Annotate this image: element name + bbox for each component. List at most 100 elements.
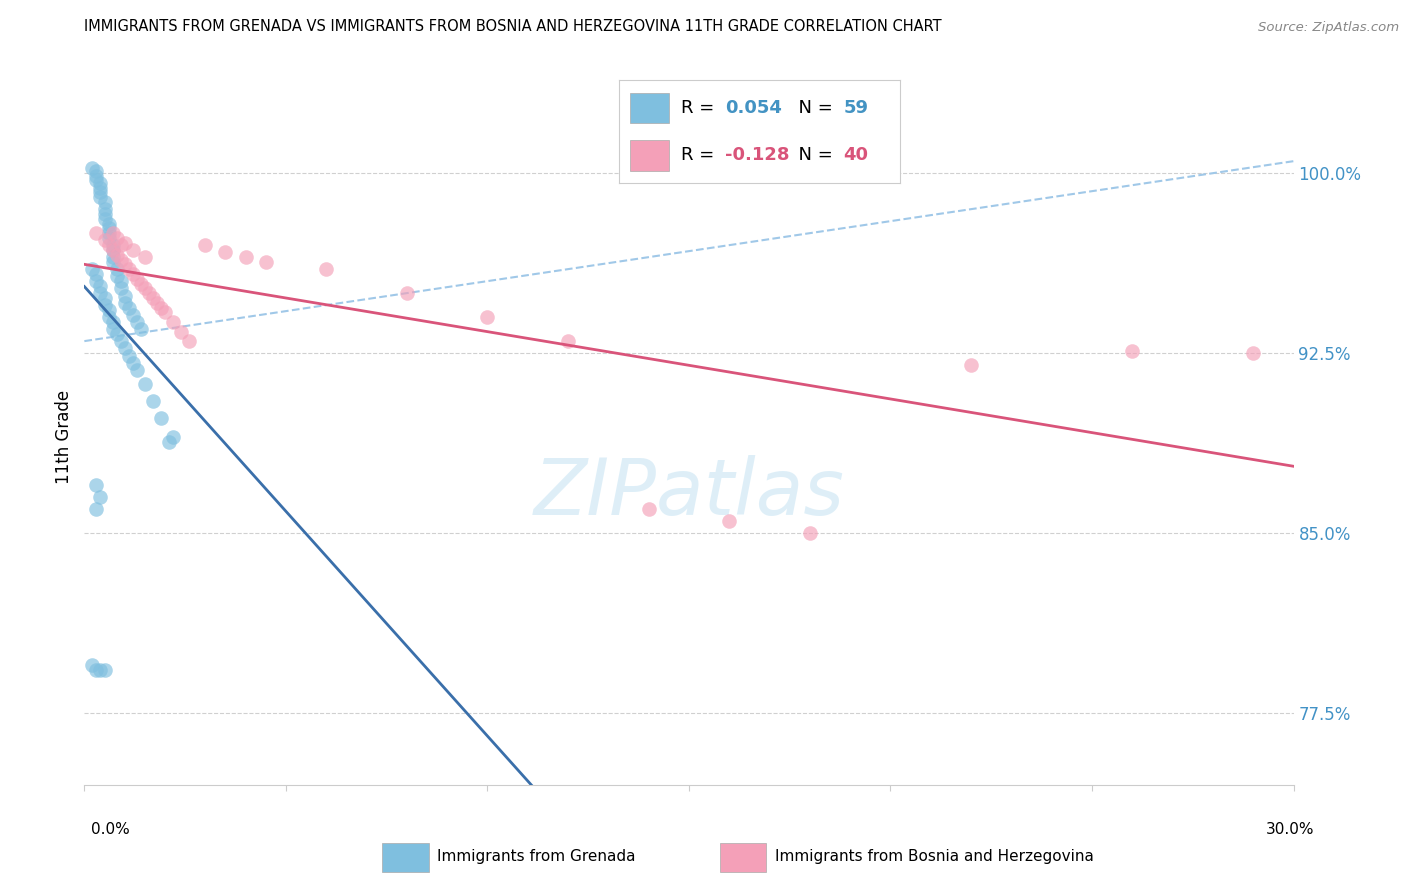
Point	[101, 243, 124, 257]
Point	[86, 173, 108, 187]
Point	[86, 274, 108, 288]
Bar	[630, 93, 669, 123]
Point	[138, 286, 160, 301]
Point	[110, 281, 132, 295]
Point	[114, 235, 136, 250]
Point	[254, 255, 277, 269]
Bar	[630, 140, 669, 170]
Point	[105, 248, 128, 262]
Text: 59: 59	[844, 99, 869, 117]
Point	[162, 315, 184, 329]
Point	[125, 271, 148, 285]
Point	[637, 502, 659, 516]
Point	[146, 295, 169, 310]
Point	[142, 291, 165, 305]
Point	[89, 490, 111, 504]
Point	[101, 226, 124, 240]
Point	[82, 262, 104, 277]
Point	[89, 176, 111, 190]
Text: -0.128: -0.128	[725, 146, 790, 164]
Point	[799, 526, 821, 541]
Point	[89, 279, 111, 293]
Point	[86, 502, 108, 516]
Point	[557, 334, 579, 348]
Point	[86, 663, 108, 677]
Point	[121, 356, 143, 370]
Point	[960, 358, 983, 372]
Point	[125, 363, 148, 377]
Point	[110, 238, 132, 252]
Point	[86, 478, 108, 492]
Point	[86, 163, 108, 178]
Point	[162, 430, 184, 444]
Point	[89, 180, 111, 194]
Text: IMMIGRANTS FROM GRENADA VS IMMIGRANTS FROM BOSNIA AND HERZEGOVINA 11TH GRADE COR: IMMIGRANTS FROM GRENADA VS IMMIGRANTS FR…	[84, 20, 942, 34]
Point	[93, 194, 115, 209]
Point	[134, 250, 156, 264]
Point	[114, 288, 136, 302]
Point	[718, 514, 741, 528]
Point	[214, 245, 236, 260]
Point	[315, 262, 337, 277]
Text: N =: N =	[787, 99, 839, 117]
Text: Immigrants from Grenada: Immigrants from Grenada	[437, 849, 636, 863]
Point	[101, 250, 124, 264]
Point	[97, 238, 120, 252]
Point	[134, 281, 156, 295]
Point	[97, 217, 120, 231]
Point	[93, 233, 115, 247]
Point	[89, 663, 111, 677]
Point	[101, 315, 124, 329]
Point	[114, 257, 136, 271]
Point	[105, 326, 128, 341]
Point	[89, 186, 111, 200]
Text: Immigrants from Bosnia and Herzegovina: Immigrants from Bosnia and Herzegovina	[775, 849, 1094, 863]
Text: Source: ZipAtlas.com: Source: ZipAtlas.com	[1258, 21, 1399, 34]
Point	[121, 267, 143, 281]
Point	[179, 334, 201, 348]
Point	[118, 301, 141, 315]
Point	[105, 269, 128, 284]
Point	[97, 226, 120, 240]
Point	[82, 161, 104, 176]
Point	[93, 663, 115, 677]
Point	[97, 310, 120, 325]
Point	[101, 322, 124, 336]
Text: ZIPatlas: ZIPatlas	[533, 455, 845, 531]
Point	[93, 202, 115, 216]
Point	[129, 322, 152, 336]
Point	[149, 410, 172, 425]
Point	[118, 349, 141, 363]
Text: N =: N =	[787, 146, 839, 164]
Point	[93, 298, 115, 312]
Point	[110, 274, 132, 288]
Point	[114, 341, 136, 355]
Point	[101, 238, 124, 252]
Bar	[382, 843, 429, 872]
Point	[1121, 343, 1143, 358]
Point	[1241, 346, 1264, 360]
Point	[157, 434, 180, 449]
Text: 0.0%: 0.0%	[91, 822, 131, 837]
Point	[170, 325, 193, 339]
Point	[93, 211, 115, 226]
Text: 40: 40	[844, 146, 869, 164]
Point	[194, 238, 217, 252]
Point	[395, 286, 418, 301]
Point	[129, 277, 152, 291]
Point	[118, 262, 141, 277]
Point	[93, 291, 115, 305]
Point	[114, 295, 136, 310]
Point	[101, 255, 124, 269]
Bar	[720, 843, 766, 872]
Point	[89, 286, 111, 301]
Point	[153, 305, 176, 319]
Point	[97, 231, 120, 245]
Point	[477, 310, 499, 325]
Point	[86, 226, 108, 240]
Point	[86, 169, 108, 183]
Point	[97, 302, 120, 317]
Point	[82, 658, 104, 673]
Point	[134, 377, 156, 392]
Point	[105, 231, 128, 245]
